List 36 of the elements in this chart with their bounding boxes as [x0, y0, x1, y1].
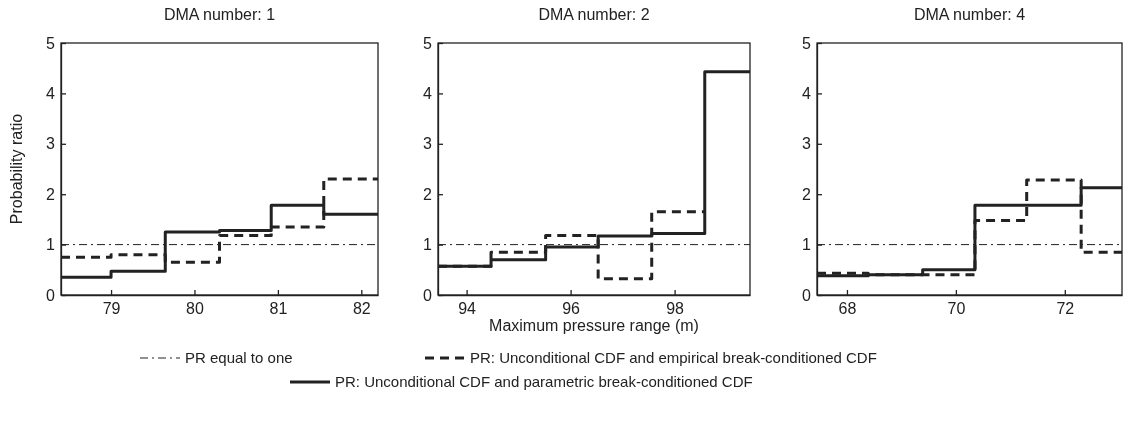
y-tick-label: 0	[802, 286, 812, 304]
y-tick-label: 3	[46, 135, 56, 153]
x-tick-label: 96	[562, 300, 581, 318]
legend-label: PR: Unconditional CDF and empirical break-conditioned CDF	[470, 349, 877, 366]
y-tick-label: 4	[46, 85, 56, 103]
y-tick-label: 5	[46, 34, 56, 52]
chart-title: DMA number: 1	[163, 6, 276, 23]
x-tick-label: 80	[186, 300, 204, 318]
legend-label: PR: Unconditional CDF and parametric break-conditioned CDF	[335, 373, 753, 390]
x-axis-title: Maximum pressure range (m)	[489, 317, 699, 334]
y-tick-label: 0	[46, 286, 56, 304]
x-tick-label: 68	[838, 300, 857, 318]
x-tick-label: 82	[352, 300, 371, 318]
chart-title: DMA number: 2	[538, 6, 650, 23]
y-tick-label: 4	[802, 85, 812, 103]
x-tick-label: 98	[666, 300, 685, 318]
x-tick-label: 72	[1056, 300, 1075, 318]
legend-label: PR equal to one	[185, 349, 293, 366]
chart-title: DMA number: 4	[913, 6, 1026, 23]
y-tick-label: 2	[46, 185, 56, 203]
x-tick-label: 81	[269, 300, 288, 318]
y-tick-label: 5	[802, 34, 812, 52]
y-tick-label: 1	[423, 236, 433, 254]
y-tick-label: 1	[802, 236, 812, 254]
y-tick-label: 3	[802, 135, 812, 153]
y-tick-label: 4	[423, 85, 433, 103]
y-axis-title: Probability ratio	[8, 113, 25, 225]
y-tick-label: 1	[46, 236, 56, 254]
y-tick-label: 3	[423, 135, 433, 153]
y-tick-label: 5	[423, 34, 433, 52]
y-tick-label: 2	[802, 185, 812, 203]
y-tick-label: 2	[423, 185, 433, 203]
x-tick-label: 70	[947, 300, 966, 318]
x-tick-label: 79	[102, 300, 121, 318]
y-tick-label: 0	[423, 286, 433, 304]
x-tick-label: 94	[458, 300, 477, 318]
